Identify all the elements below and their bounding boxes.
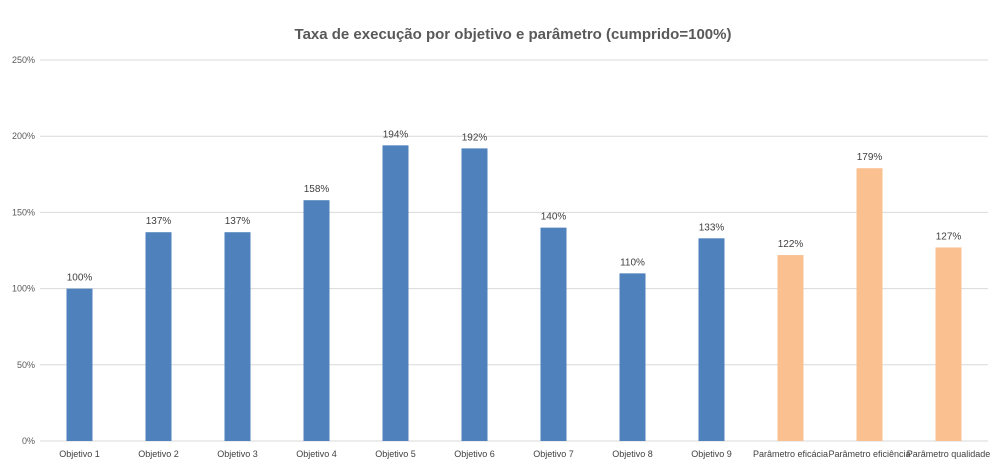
category-label: Objetivo 5 bbox=[375, 449, 416, 459]
data-label: 179% bbox=[857, 152, 883, 163]
data-label: 137% bbox=[146, 216, 172, 227]
data-label: 100% bbox=[67, 273, 93, 284]
data-label: 137% bbox=[225, 216, 251, 227]
category-label: Objetivo 7 bbox=[533, 449, 574, 459]
category-label: Objetivo 2 bbox=[138, 449, 179, 459]
category-label: Objetivo 1 bbox=[59, 449, 100, 459]
bar bbox=[461, 148, 488, 441]
gridlines bbox=[40, 59, 988, 442]
y-tick-label: 50% bbox=[17, 360, 35, 370]
bar bbox=[856, 168, 883, 442]
data-label: 158% bbox=[304, 184, 330, 195]
data-label: 122% bbox=[778, 239, 804, 250]
category-label: Objetivo 9 bbox=[691, 449, 732, 459]
bar bbox=[540, 227, 567, 441]
y-tick-label: 250% bbox=[12, 55, 35, 65]
bar bbox=[303, 200, 330, 441]
bar bbox=[382, 145, 409, 441]
category-label: Objetivo 8 bbox=[612, 449, 653, 459]
category-label: Parâmetro eficácia bbox=[753, 449, 828, 459]
bar bbox=[66, 288, 93, 441]
chart-title: Taxa de execução por objetivo e parâmetr… bbox=[295, 26, 732, 43]
bar bbox=[698, 238, 725, 441]
x-axis-category-labels: Objetivo 1 Objetivo 2 Objetivo 3 Objetivo 4… bbox=[59, 449, 990, 459]
bar bbox=[777, 255, 804, 441]
data-label: 127% bbox=[936, 231, 962, 242]
bar bbox=[935, 247, 962, 441]
bar bbox=[224, 232, 251, 441]
y-tick-label: 100% bbox=[12, 284, 35, 294]
bar bbox=[619, 273, 646, 441]
category-label: Parâmetro qualidade bbox=[907, 449, 991, 459]
data-label: 133% bbox=[699, 222, 725, 233]
y-tick-label: 0% bbox=[22, 436, 35, 446]
bar bbox=[145, 232, 172, 441]
y-axis-tick-labels: 0% 50% 100% 150% 200% 250% bbox=[12, 55, 35, 446]
data-label: 192% bbox=[462, 132, 488, 143]
data-label: 194% bbox=[383, 129, 409, 140]
data-labels: 100% 137% 137% 158% 194% 192% 140% 110% 133% 122%… bbox=[67, 129, 962, 283]
category-label: Objetivo 3 bbox=[217, 449, 258, 459]
category-label: Objetivo 6 bbox=[454, 449, 495, 459]
bars bbox=[66, 145, 962, 442]
category-label: Objetivo 4 bbox=[296, 449, 337, 459]
data-label: 140% bbox=[541, 212, 567, 223]
category-label: Parâmetro eficiência bbox=[828, 449, 910, 459]
data-label: 110% bbox=[620, 257, 645, 268]
y-tick-label: 150% bbox=[12, 207, 35, 217]
y-tick-label: 200% bbox=[12, 131, 35, 141]
